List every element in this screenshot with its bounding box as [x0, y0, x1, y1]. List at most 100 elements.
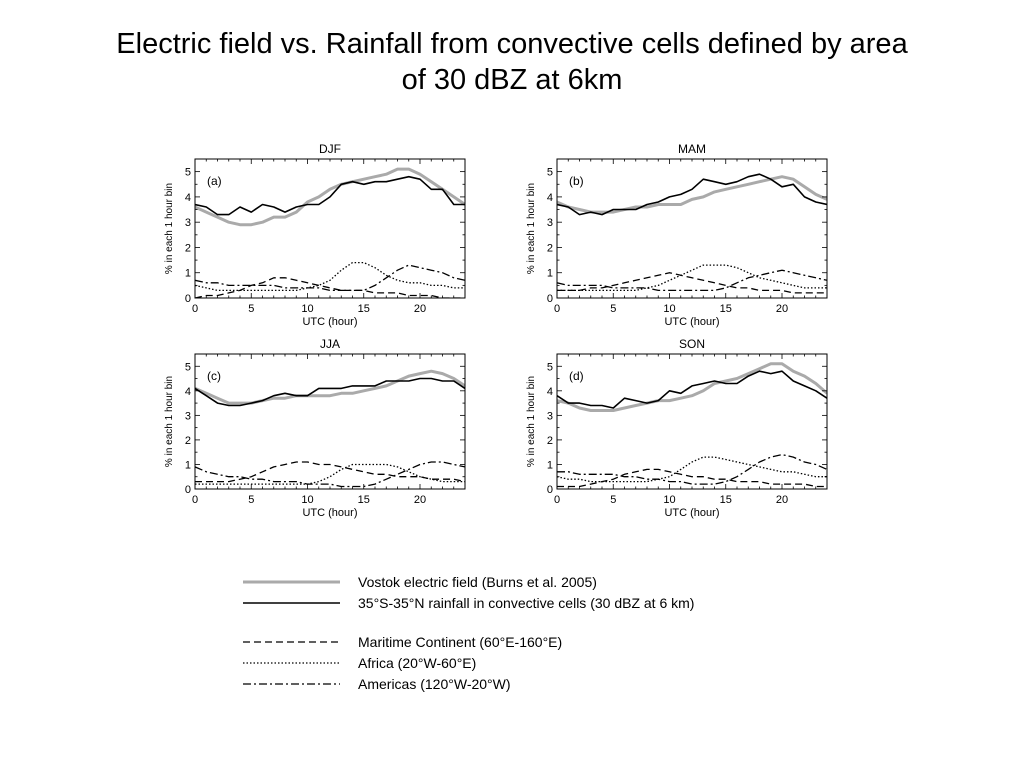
- series-line-africa: [195, 463, 465, 485]
- panel-letter: (d): [569, 369, 584, 383]
- y-tick-label: 1: [547, 268, 553, 280]
- y-tick-label: 5: [185, 167, 191, 179]
- y-tick-label: 0: [185, 293, 191, 305]
- x-tick-label: 20: [776, 303, 788, 315]
- x-tick-label: 10: [663, 494, 675, 506]
- x-tick-label: 15: [358, 494, 370, 506]
- y-tick-label: 0: [185, 484, 191, 496]
- y-axis-label: % in each 1 hour bin: [164, 376, 175, 467]
- series-line-rainfall: [557, 370, 827, 409]
- x-tick-label: 20: [414, 494, 426, 506]
- series-line-vostok: [557, 175, 827, 214]
- slide-title-line-1: Electric field vs. Rainfall from convect…: [116, 28, 908, 60]
- y-tick-label: 3: [185, 410, 191, 422]
- y-tick-label: 3: [547, 410, 553, 422]
- x-tick-label: 15: [358, 303, 370, 315]
- chart-panel-jja: 0 5 10 15 20 0 1 2 3 4 5 JJA (c) UTC (hour) % in each …: [164, 337, 466, 519]
- series-line-rainfall: [195, 175, 465, 216]
- legend-label: Maritime Continent (60°E-160°E): [358, 634, 562, 650]
- x-tick-label: 20: [776, 494, 788, 506]
- series-line-africa: [557, 456, 827, 483]
- series-line-americas: [195, 461, 465, 488]
- x-tick-label: 10: [663, 303, 675, 315]
- y-tick-label: 3: [547, 217, 553, 229]
- legend-item-dashdot: Americas (120°W-20°W): [243, 676, 511, 692]
- series-line-vostok: [195, 167, 465, 227]
- series-line-africa: [195, 261, 465, 292]
- y-tick-label: 5: [185, 361, 191, 373]
- chart-panel-son: 0 5 10 15 20 0 1 2 3 4 5 SON (d) UTC (hour) % in each …: [526, 337, 828, 519]
- series-line-maritime: [195, 461, 465, 483]
- x-axis-label: UTC (hour): [664, 507, 719, 519]
- x-tick-label: 10: [301, 494, 313, 506]
- legend-item-solid-gray: Vostok electric field (Burns et al. 2005…: [243, 574, 597, 590]
- series-line-rainfall: [557, 173, 827, 216]
- series-line-rainfall: [195, 377, 465, 407]
- y-axis-label: % in each 1 hour bin: [164, 183, 175, 274]
- y-tick-label: 2: [547, 242, 553, 254]
- panel-season-title: SON: [679, 337, 705, 351]
- legend-item-solid-black: 35°S-35°N rainfall in convective cells (…: [243, 595, 694, 611]
- x-tick-label: 5: [248, 494, 254, 506]
- figure-legend: Vostok electric field (Burns et al. 2005…: [243, 574, 694, 692]
- y-tick-label: 5: [547, 361, 553, 373]
- legend-item-dashed: Maritime Continent (60°E-160°E): [243, 634, 562, 650]
- y-tick-label: 2: [185, 242, 191, 254]
- y-tick-label: 4: [547, 192, 553, 204]
- panel-season-title: MAM: [678, 142, 706, 156]
- x-tick-label: 5: [610, 494, 616, 506]
- y-tick-label: 1: [185, 459, 191, 471]
- y-tick-label: 5: [547, 167, 553, 179]
- y-tick-label: 0: [547, 293, 553, 305]
- x-tick-label: 20: [414, 303, 426, 315]
- series-line-vostok: [557, 362, 827, 412]
- series-lines: [557, 173, 827, 294]
- series-lines: [195, 369, 465, 488]
- series-lines: [195, 167, 465, 298]
- x-tick-label: 5: [248, 303, 254, 315]
- series-line-vostok: [195, 369, 465, 405]
- plot-frame: [194, 158, 466, 299]
- y-tick-label: 1: [547, 459, 553, 471]
- panel-season-title: DJF: [319, 142, 341, 156]
- x-tick-label: 0: [192, 303, 198, 315]
- y-tick-label: 3: [185, 217, 191, 229]
- series-line-maritime: [557, 468, 827, 488]
- series-line-maritime: [557, 272, 827, 294]
- panel-letter: (b): [569, 174, 584, 188]
- chart-panel-mam: 0 5 10 15 20 0 1 2 3 4 5 MAM (b) UTC (hour) % in each …: [526, 142, 828, 328]
- slide-title: Electric field vs. Rainfall from convect…: [0, 26, 1024, 98]
- legend-label: 35°S-35°N rainfall in convective cells (…: [358, 595, 694, 611]
- y-tick-label: 1: [185, 268, 191, 280]
- x-tick-label: 15: [720, 494, 732, 506]
- x-tick-label: 0: [554, 303, 560, 315]
- legend-item-dotted: Africa (20°W-60°E): [243, 655, 476, 671]
- slide-title-line-2: of 30 dBZ at 6km: [401, 64, 623, 96]
- x-axis-label: UTC (hour): [302, 507, 357, 519]
- y-axis-label: % in each 1 hour bin: [526, 376, 537, 467]
- series-line-americas: [195, 264, 465, 292]
- x-axis-label: UTC (hour): [302, 316, 357, 328]
- y-tick-label: 4: [185, 386, 191, 398]
- legend-label: Americas (120°W-20°W): [358, 676, 511, 692]
- panel-season-title: JJA: [320, 337, 340, 351]
- panel-letter: (a): [207, 174, 222, 188]
- x-tick-label: 5: [610, 303, 616, 315]
- y-tick-label: 4: [547, 386, 553, 398]
- x-tick-label: 0: [192, 494, 198, 506]
- y-tick-label: 0: [547, 484, 553, 496]
- x-axis-label: UTC (hour): [664, 316, 719, 328]
- y-tick-label: 2: [185, 435, 191, 447]
- x-tick-label: 0: [554, 494, 560, 506]
- panel-letter: (c): [207, 369, 221, 383]
- legend-label: Vostok electric field (Burns et al. 2005…: [358, 574, 597, 590]
- plot-frame: [194, 353, 466, 490]
- x-tick-label: 15: [720, 303, 732, 315]
- series-line-americas: [557, 269, 827, 292]
- y-axis-label: % in each 1 hour bin: [526, 183, 537, 274]
- legend-label: Africa (20°W-60°E): [358, 655, 476, 671]
- series-line-maritime: [195, 277, 465, 298]
- series-line-americas: [557, 453, 827, 485]
